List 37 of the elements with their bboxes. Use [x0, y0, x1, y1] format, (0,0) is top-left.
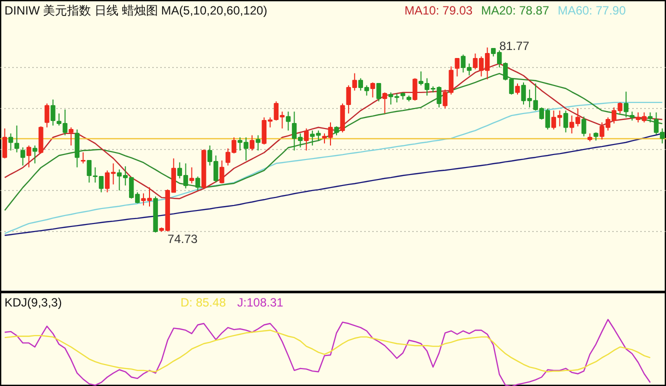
- candlestick: [624, 91, 628, 118]
- candlestick: [563, 110, 568, 133]
- candlestick: [68, 126, 74, 146]
- candlestick: [304, 128, 309, 152]
- candlestick: [581, 116, 586, 137]
- candlestick: [376, 83, 382, 102]
- candlestick: [648, 112, 653, 123]
- candlestick: [44, 102, 50, 128]
- candlestick: [250, 134, 254, 152]
- text: MA10: 79.03: [404, 4, 473, 18]
- candlestick: [74, 128, 80, 168]
- candlestick: [189, 166, 194, 184]
- candlestick: [412, 78, 418, 102]
- candlestick: [220, 160, 224, 184]
- annotation: 81.77: [499, 39, 530, 53]
- candlestick: [50, 99, 56, 126]
- text: MA20: 78.87: [481, 4, 550, 18]
- candlestick: [8, 132, 14, 152]
- candlestick: [80, 152, 86, 164]
- series-label: J:108.31: [237, 296, 284, 310]
- chart-title: KDJ(9,3,3): [4, 296, 62, 310]
- candlestick: [454, 58, 460, 77]
- candlestick: [14, 125, 20, 153]
- candlestick: [370, 82, 376, 98]
- text: MA60: 77.90: [558, 4, 626, 18]
- chart-title: DINIW 美元指数 日线 蜡烛图 MA(5,10,20,60,120): [4, 4, 268, 18]
- candlestick: [382, 92, 388, 114]
- candlestick: [286, 111, 291, 132]
- text: D: 85.48: [180, 296, 226, 310]
- candlestick: [2, 128, 8, 159]
- candlestick: [20, 146, 26, 166]
- candlestick: [32, 145, 38, 164]
- annotation: 74.73: [168, 232, 198, 246]
- candlestick: [195, 176, 200, 191]
- candlestick: [515, 83, 520, 96]
- candlestick: [256, 134, 260, 152]
- candlestick: [26, 145, 32, 168]
